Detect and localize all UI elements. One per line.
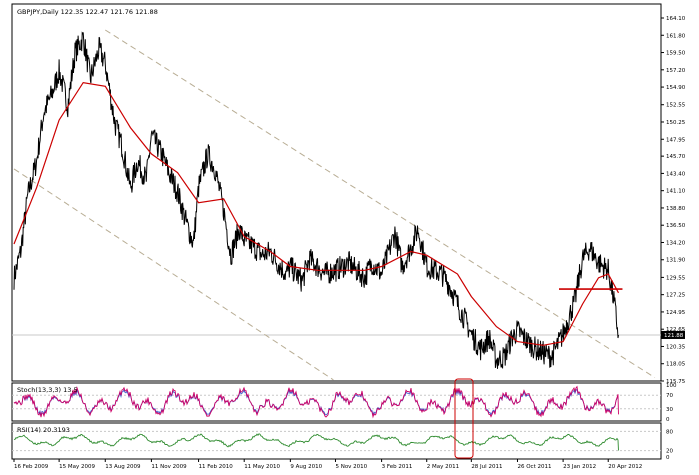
x-tick-label: 11 May 2010: [244, 464, 280, 470]
rsi-y-tick-label: 80: [666, 429, 673, 435]
price-series-line: [13, 31, 619, 369]
oversold-highlight-box: [454, 378, 474, 459]
stoch-y-tick-label: 30: [666, 407, 673, 413]
y-tick-label: 152.55: [666, 103, 686, 109]
channel-upper-line: [104, 29, 656, 379]
stoch-y-tick-label: 0: [666, 417, 670, 423]
y-tick-label: 122.65: [666, 327, 686, 333]
rsi-panel-frame: [11, 422, 662, 460]
y-tick-label: 150.25: [666, 120, 686, 126]
y-tick-label: 127.25: [666, 293, 686, 299]
rsi-line: [13, 433, 619, 451]
x-tick-label: 2 May 2011: [427, 464, 459, 470]
rsi-y-tick-label: 0: [666, 455, 670, 461]
y-tick-label: 147.95: [666, 137, 686, 143]
rsi-plot-layer: [12, 430, 661, 452]
current-price-box: [661, 330, 685, 339]
x-tick-label: 26 Oct 2011: [517, 464, 551, 470]
x-tick-label: 9 Aug 2010: [290, 464, 322, 470]
y-tick-label: 120.35: [666, 344, 686, 350]
stoch-y-tick-label: 70: [666, 393, 673, 399]
y-tick-label: 159.50: [666, 51, 686, 57]
y-tick-label: 115.75: [666, 379, 686, 385]
stoch-y-tick-label: 100: [666, 383, 677, 389]
y-tick-label: 129.55: [666, 275, 686, 281]
axis-layer: 164.10 161.80 159.50 157.20 154.90 152.55 150.…: [13, 16, 686, 470]
moving-average-line: [13, 81, 620, 346]
y-tick-label: 118.05: [666, 362, 686, 368]
y-tick-label: 138.80: [666, 206, 686, 212]
channel-lower-line: [13, 168, 334, 381]
y-tick-label: 134.20: [666, 240, 686, 246]
stoch-main-line: [13, 385, 619, 419]
y-tick-label: 136.50: [666, 223, 686, 229]
x-tick-label: 23 Jan 2012: [563, 464, 596, 470]
main-plot-layer: [12, 29, 661, 381]
x-tick-label: 15 May 2009: [59, 464, 95, 470]
y-tick-label: 157.20: [666, 68, 686, 74]
chart-title: GBPJPY,Daily 122.35 122.47 121.76 121.88: [17, 8, 158, 16]
rsi-title: RSI(14) 20.3193: [17, 426, 70, 434]
x-tick-label: 20 Apr 2012: [608, 464, 642, 470]
rsi-y-tick-label: 20: [666, 449, 673, 455]
x-tick-label: 13 Aug 2009: [105, 464, 141, 470]
current-price-label: 121.88: [664, 333, 684, 339]
x-tick-label: 11 Nov 2009: [151, 464, 187, 470]
stoch-plot-layer: [12, 385, 661, 419]
y-tick-label: 124.95: [666, 310, 686, 316]
y-tick-label: 164.10: [666, 16, 686, 22]
y-tick-label: 154.90: [666, 85, 686, 91]
y-tick-label: 145.70: [666, 154, 686, 160]
y-tick-label: 143.40: [666, 171, 686, 177]
x-tick-label: 28 Jul 2011: [471, 464, 502, 470]
x-tick-label: 11 Feb 2010: [199, 464, 234, 470]
y-tick-label: 161.80: [666, 33, 686, 39]
y-tick-label: 141.10: [666, 189, 686, 195]
stoch-title: Stoch(13,3,3) 13.5: [17, 386, 78, 394]
x-tick-label: 5 Nov 2010: [335, 464, 367, 470]
x-tick-label: 3 Feb 2011: [382, 464, 413, 470]
stoch-panel-frame: [11, 382, 662, 422]
main-panel-frame: [11, 3, 662, 382]
x-tick-label: 16 Feb 2009: [14, 464, 49, 470]
y-tick-label: 131.90: [666, 258, 686, 264]
